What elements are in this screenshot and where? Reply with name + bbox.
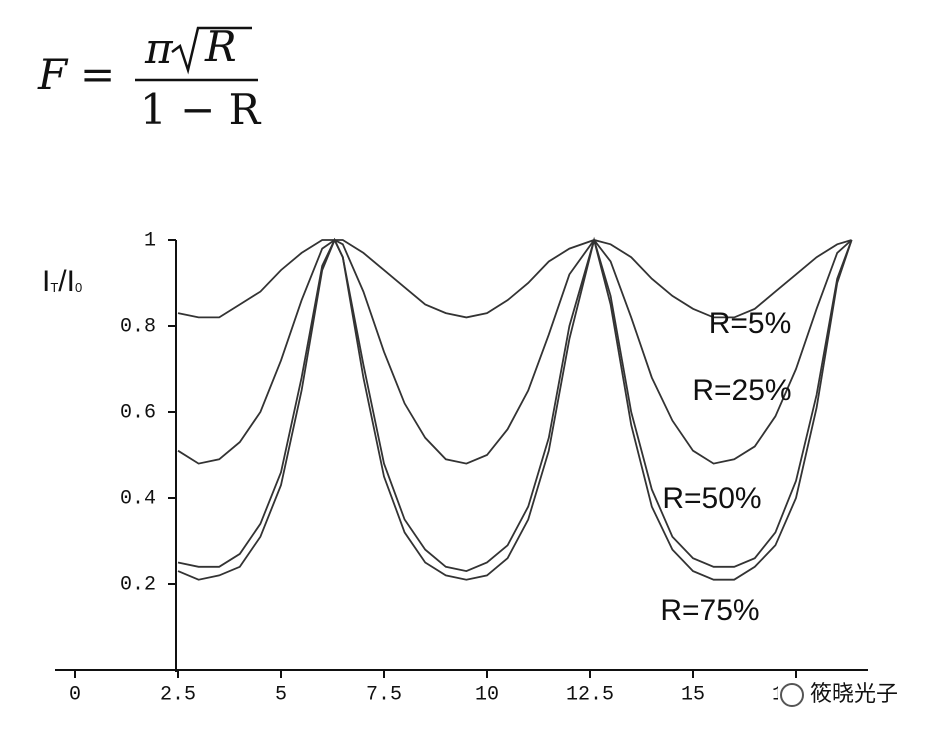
series-label: R=25%	[692, 374, 791, 407]
x-tick-label: 7.5	[366, 683, 402, 706]
y-axis-label: IT/I0	[42, 265, 82, 298]
series-line	[177, 239, 852, 319]
y-label-part: 0	[75, 280, 82, 295]
x-tick-label: 15	[681, 683, 705, 706]
formula: F = π R 1 − R	[37, 22, 262, 134]
series-label: R=50%	[662, 482, 761, 515]
y-tick-label: 0.2	[120, 573, 156, 596]
formula-lhs: F	[37, 50, 69, 99]
y-tick-label: 0.8	[120, 315, 156, 338]
y-label-part: I	[42, 265, 50, 298]
series-line	[177, 237, 853, 581]
sqrt-sign	[171, 26, 252, 75]
series-line	[177, 236, 853, 573]
formula-radicand: R	[204, 22, 237, 71]
watermark-icon	[780, 683, 804, 707]
x-tick-label: 5	[275, 683, 287, 706]
series-label: R=5%	[709, 307, 792, 340]
series-label: R=75%	[660, 594, 759, 627]
y-tick-label: 0.6	[120, 401, 156, 424]
formula-equals: =	[80, 50, 115, 99]
y-label-part: /I	[58, 265, 75, 298]
series-line	[177, 238, 853, 465]
x-tick-label: 0	[69, 683, 81, 706]
formula-numerator: π	[144, 24, 174, 73]
y-label-part: T	[50, 280, 58, 295]
x-tick-label: 10	[475, 683, 499, 706]
y-tick-label: 0.4	[120, 487, 156, 510]
y-tick-label: 1	[144, 229, 156, 252]
x-tick-label: 2.5	[160, 683, 196, 706]
x-tick-label: 12.5	[566, 683, 614, 706]
formula-denominator: 1 − R	[140, 85, 262, 134]
watermark: 筱晓光子	[810, 682, 898, 707]
